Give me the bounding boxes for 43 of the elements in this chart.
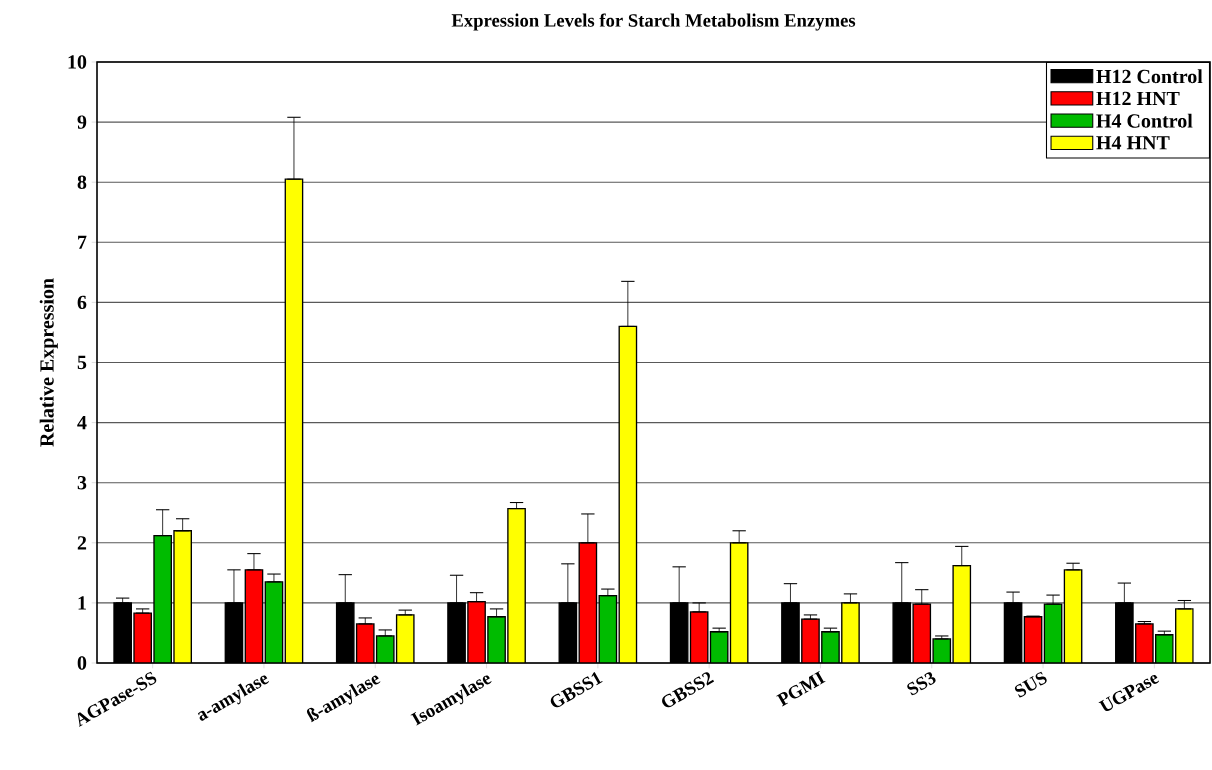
legend-label: H4 Control [1096, 113, 1193, 128]
bar [467, 601, 486, 663]
y-tick-label: 4 [77, 416, 87, 430]
bar [619, 326, 637, 663]
bar [356, 623, 374, 663]
bar [1064, 569, 1082, 663]
x-tick-label: SS3 [907, 672, 936, 696]
bar [285, 179, 303, 663]
bar [1024, 616, 1042, 663]
y-tick-label: 1 [78, 596, 86, 610]
y-tick-label: 0 [77, 656, 87, 670]
bar [396, 614, 414, 663]
bar [599, 595, 617, 663]
y-tick-label: 9 [77, 115, 87, 129]
legend-label: H4 HNT [1096, 136, 1170, 150]
legend-label: H12 HNT [1096, 91, 1180, 105]
bar [730, 542, 748, 663]
y-tick-label: 6 [77, 295, 87, 310]
bar [841, 602, 860, 663]
bar [821, 631, 840, 663]
bar [1135, 623, 1154, 663]
bar [487, 616, 506, 663]
bar [710, 631, 728, 663]
y-tick-label: 5 [77, 355, 87, 370]
y-tick-label: 8 [77, 175, 87, 189]
y-tick-label: 2 [77, 536, 87, 550]
bar [953, 565, 971, 663]
bar [153, 535, 172, 663]
y-tick-label: 3 [77, 475, 87, 490]
y-tick-label: 7 [78, 235, 87, 249]
bar [1175, 608, 1194, 663]
legend-label: H12 Control [1096, 69, 1203, 84]
bar [245, 569, 263, 663]
bar [265, 581, 283, 663]
bar [690, 611, 708, 663]
x-tick-label: SUS [1014, 671, 1047, 698]
y-tick-label: 10 [68, 55, 87, 69]
bar [579, 542, 597, 663]
bar [1155, 634, 1174, 663]
bar [507, 508, 526, 663]
chart-title: Expression Levels for Starch Metabolism Enzymes [451, 13, 856, 31]
y-axis-title: Relative Expression [39, 278, 58, 447]
bar [173, 530, 192, 663]
